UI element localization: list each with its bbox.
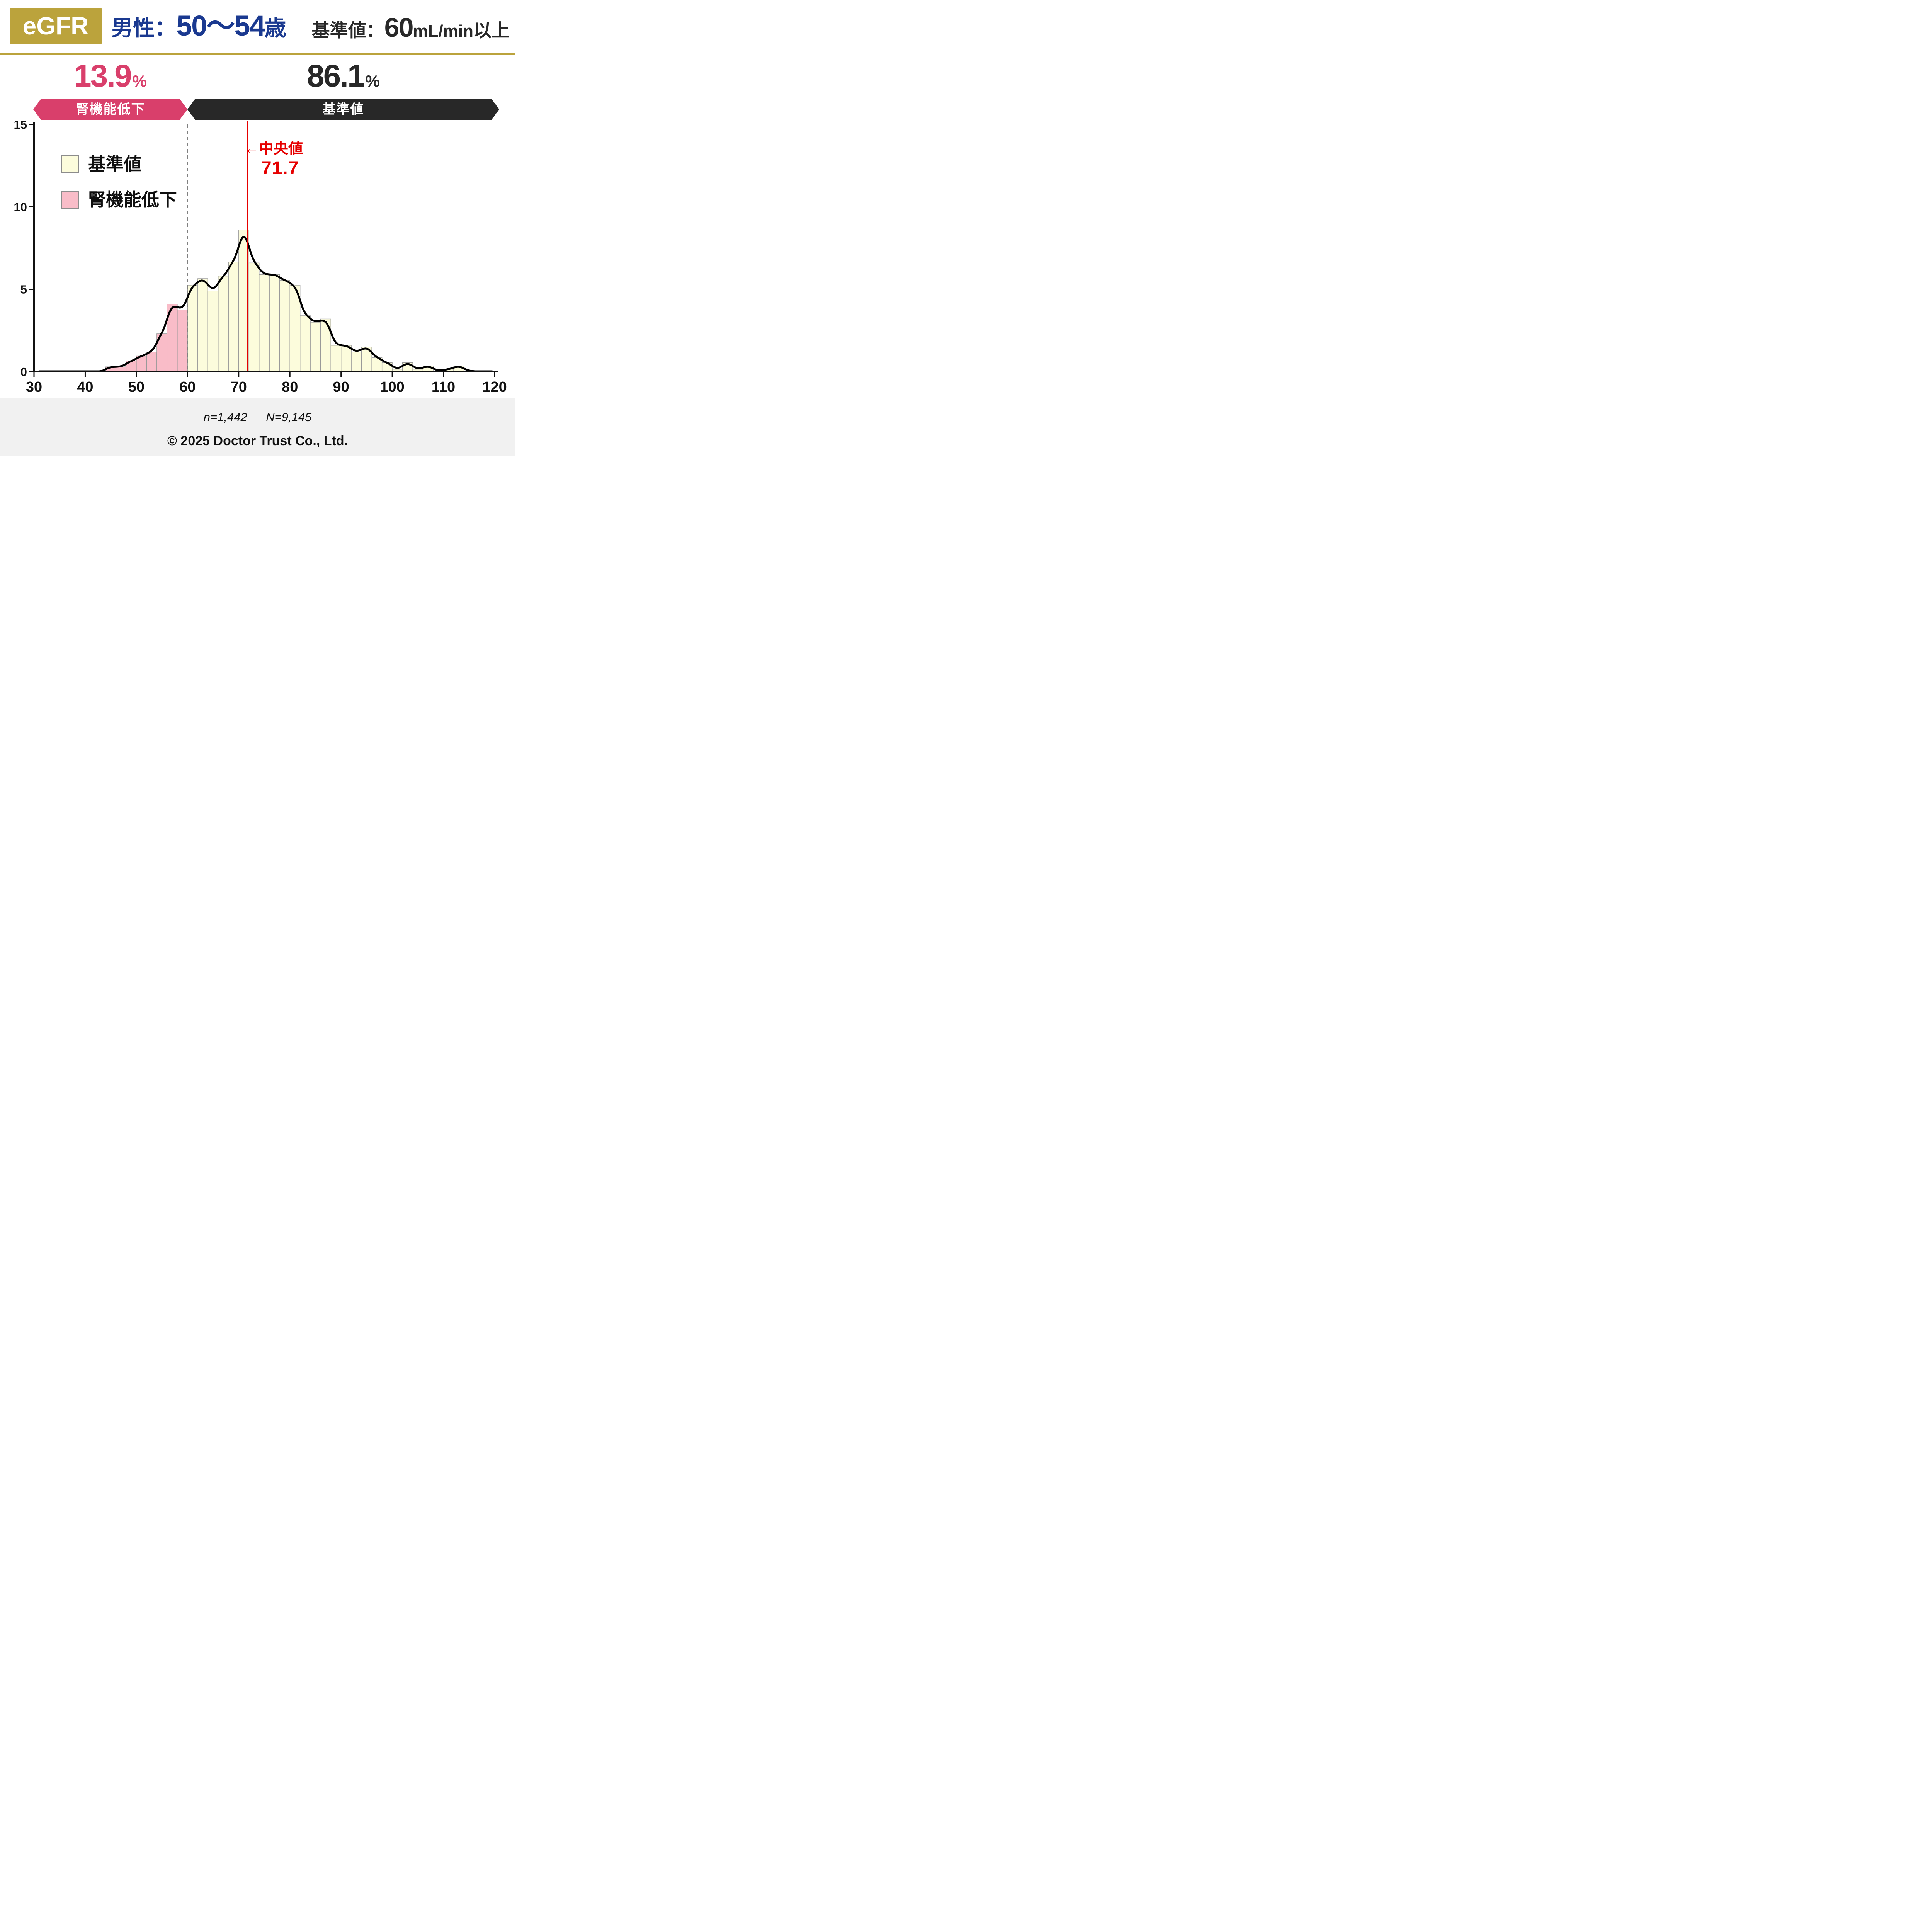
normal-range-banner-label: 基準値 <box>322 102 364 117</box>
x-tick-label: 80 <box>282 379 298 395</box>
subject-title: 男性：50〜54歳 <box>111 12 286 40</box>
x-tick-label: 120 <box>482 379 507 395</box>
sample-n: n=1,442 <box>203 410 247 424</box>
histogram-bar <box>197 278 208 372</box>
egfr-report-card: eGFR 男性：50〜54歳 基準値：60mL/min以上 13.9% 86.1… <box>0 0 515 456</box>
median-annotation: ←中央値 <box>244 141 303 156</box>
legend: 基準値 腎機能低下 <box>61 155 177 226</box>
median-arrow-icon: ← <box>244 141 259 157</box>
x-tick-label: 70 <box>231 379 247 395</box>
histogram-bar <box>289 285 301 372</box>
reference-value: 60 <box>384 12 414 43</box>
header-divider <box>0 53 515 55</box>
legend-label-low: 腎機能低下 <box>88 190 177 210</box>
legend-item-normal: 基準値 <box>61 155 177 173</box>
histogram-bar <box>228 262 239 372</box>
histogram-bar <box>259 274 270 372</box>
subject-suffix: 歳 <box>264 16 286 40</box>
median-value: 71.7 <box>261 158 299 179</box>
histogram-bar <box>330 345 342 372</box>
histogram-bar <box>177 310 188 372</box>
y-tick-label: 10 <box>14 200 27 214</box>
x-tick-label: 60 <box>179 379 196 395</box>
legend-item-low: 腎機能低下 <box>61 191 177 209</box>
normal-range-banner: 基準値 <box>187 99 499 120</box>
reference-range-title: 基準値：60mL/min以上 <box>312 14 510 41</box>
egfr-badge: eGFR <box>10 8 102 44</box>
low-range-banner: 腎機能低下 <box>33 99 187 120</box>
x-tick-label: 40 <box>77 379 93 395</box>
reference-unit: mL/min <box>413 22 473 41</box>
legend-swatch-low <box>61 191 79 209</box>
y-tick-label: 5 <box>20 283 27 296</box>
x-tick-label: 30 <box>26 379 42 395</box>
normal-percentage-value: 86.1 <box>307 58 365 94</box>
histogram-bar <box>279 280 290 372</box>
normal-percentage: 86.1% <box>187 59 499 94</box>
subject-prefix: 男性： <box>111 16 176 40</box>
reference-label: 基準値： <box>311 20 384 41</box>
histogram-bar <box>269 274 280 372</box>
histogram-bar <box>146 352 157 372</box>
x-tick-label: 90 <box>333 379 349 395</box>
reference-suffix: 以上 <box>473 20 510 41</box>
histogram-bar <box>207 291 219 372</box>
subject-age-range: 50〜54 <box>176 10 265 42</box>
copyright: © 2025 Doctor Trust Co., Ltd. <box>167 434 348 448</box>
low-percent-sign: % <box>132 72 147 90</box>
y-tick-label: 0 <box>20 365 27 379</box>
histogram-bar <box>351 352 362 372</box>
histogram-bar <box>187 285 198 372</box>
population-n: N=9,145 <box>266 410 312 424</box>
x-tick-label: 100 <box>380 379 404 395</box>
legend-label-normal: 基準値 <box>88 154 141 174</box>
histogram-bar <box>300 315 311 372</box>
legend-swatch-normal <box>61 155 79 173</box>
histogram-bar <box>218 276 229 372</box>
x-tick-label: 50 <box>128 379 145 395</box>
normal-percent-sign: % <box>365 72 380 90</box>
histogram-bar <box>248 262 260 372</box>
median-label: 中央値 <box>259 141 303 157</box>
low-range-banner-label: 腎機能低下 <box>75 102 145 117</box>
y-tick-label: 15 <box>14 118 27 131</box>
low-percentage-value: 13.9 <box>74 58 132 94</box>
histogram-bar <box>341 345 352 372</box>
distribution-plot: 30 40 50 60 70 80 90 100 110 120 0 5 10 15 <box>14 118 507 395</box>
kde-curve <box>38 236 493 372</box>
sample-counts: n=1,442 N=9,145 <box>0 410 515 424</box>
x-tick-label: 110 <box>432 379 455 395</box>
low-percentage: 13.9% <box>33 59 187 94</box>
footer: n=1,442 N=9,145 © 2025 Doctor Trust Co.,… <box>0 398 515 456</box>
histogram-bar <box>310 322 321 372</box>
header: eGFR 男性：50〜54歳 基準値：60mL/min以上 <box>0 0 515 54</box>
